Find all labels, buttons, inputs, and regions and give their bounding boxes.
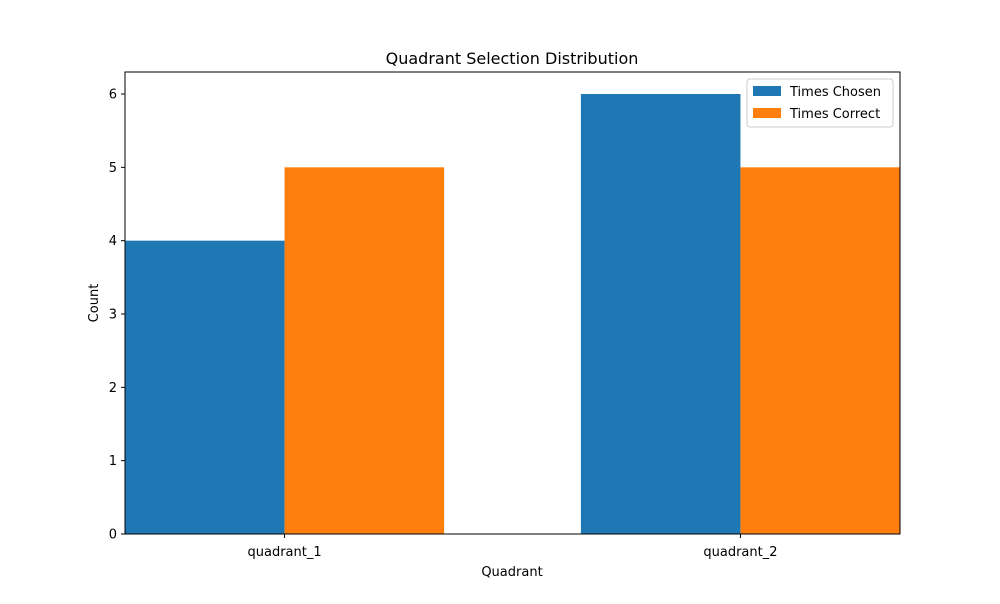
x-axis-label: Quadrant: [481, 565, 542, 580]
legend-swatch-series-1: [753, 86, 781, 96]
bar-quadrant_2-series-1: [580, 94, 741, 534]
bar-quadrant_1-series-1: [125, 240, 285, 534]
x-tick-label: quadrant_2: [703, 545, 777, 560]
legend-box: [746, 78, 894, 128]
y-tick-label: 6: [109, 88, 117, 103]
y-tick-label: 3: [109, 308, 117, 323]
legend-label-series-2: Times Correct: [789, 107, 880, 122]
legend: Times Chosen Times Correct: [746, 78, 894, 128]
y-tick-label: 0: [109, 528, 117, 543]
y-tick-label: 1: [109, 454, 117, 469]
chart-title: Quadrant Selection Distribution: [386, 49, 639, 68]
y-axis-label: Count: [87, 284, 102, 323]
legend-swatch-series-2: [753, 108, 781, 118]
y-tick-label: 2: [109, 381, 117, 396]
bar-quadrant_2-series-2: [740, 167, 900, 535]
plot-frame: [124, 71, 901, 535]
legend-items: Times Chosen Times Correct: [753, 85, 881, 122]
y-axis-ticks: 0 1 2 3 4 5 6: [109, 88, 125, 543]
y-tick-label: 5: [109, 161, 117, 176]
bars-group: [125, 94, 900, 535]
x-tick-label: quadrant_1: [247, 545, 321, 560]
y-tick-label: 4: [109, 234, 117, 249]
bar-quadrant_1-series-2: [284, 167, 445, 535]
legend-label-series-1: Times Chosen: [789, 85, 881, 100]
x-axis-ticks: quadrant_1 quadrant_2: [247, 534, 778, 560]
